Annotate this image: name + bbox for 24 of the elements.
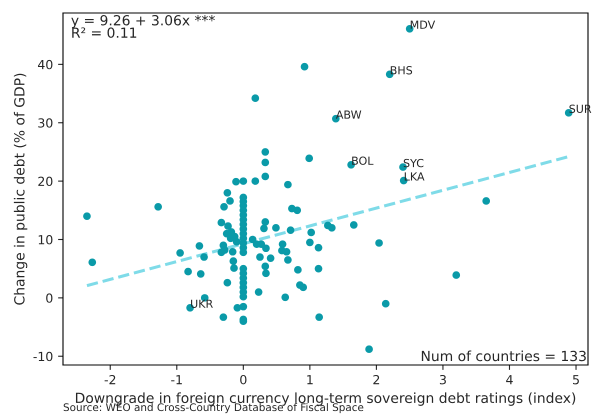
annotation: LKA	[404, 172, 424, 181]
y-tick-label: 0	[46, 293, 52, 303]
y-tick-label: 10	[38, 234, 52, 244]
annotation: y = 9.26 + 3.06x *** R² = 0.11	[71, 15, 215, 38]
annotation: BHS	[390, 66, 412, 74]
x-tick-label: 3	[440, 374, 446, 384]
y-tick-label: -10	[33, 352, 52, 362]
y-tick-label: 40	[38, 60, 52, 70]
x-tick-label: -2	[104, 374, 116, 384]
x-tick-label: -1	[171, 375, 182, 384]
annotation: UKR	[191, 300, 213, 308]
x-tick-label: 4	[506, 375, 513, 384]
x-tick-label: 5	[573, 375, 579, 384]
annotation: ABW	[336, 110, 362, 119]
y-tick-label: 30	[38, 118, 52, 128]
x-tick-label: 1	[307, 375, 313, 384]
x-tick-label: 0	[240, 374, 246, 384]
y-tick-label: 20	[38, 176, 52, 186]
annotation: MDV	[410, 20, 436, 29]
x-tick-label: 2	[373, 374, 380, 384]
annotation: BOL	[352, 156, 374, 165]
annotation: Num of countries = 133	[422, 350, 586, 362]
y-axis-title: Change in public debt (% of GDP)	[14, 74, 28, 305]
annotation: SYC	[404, 158, 424, 168]
